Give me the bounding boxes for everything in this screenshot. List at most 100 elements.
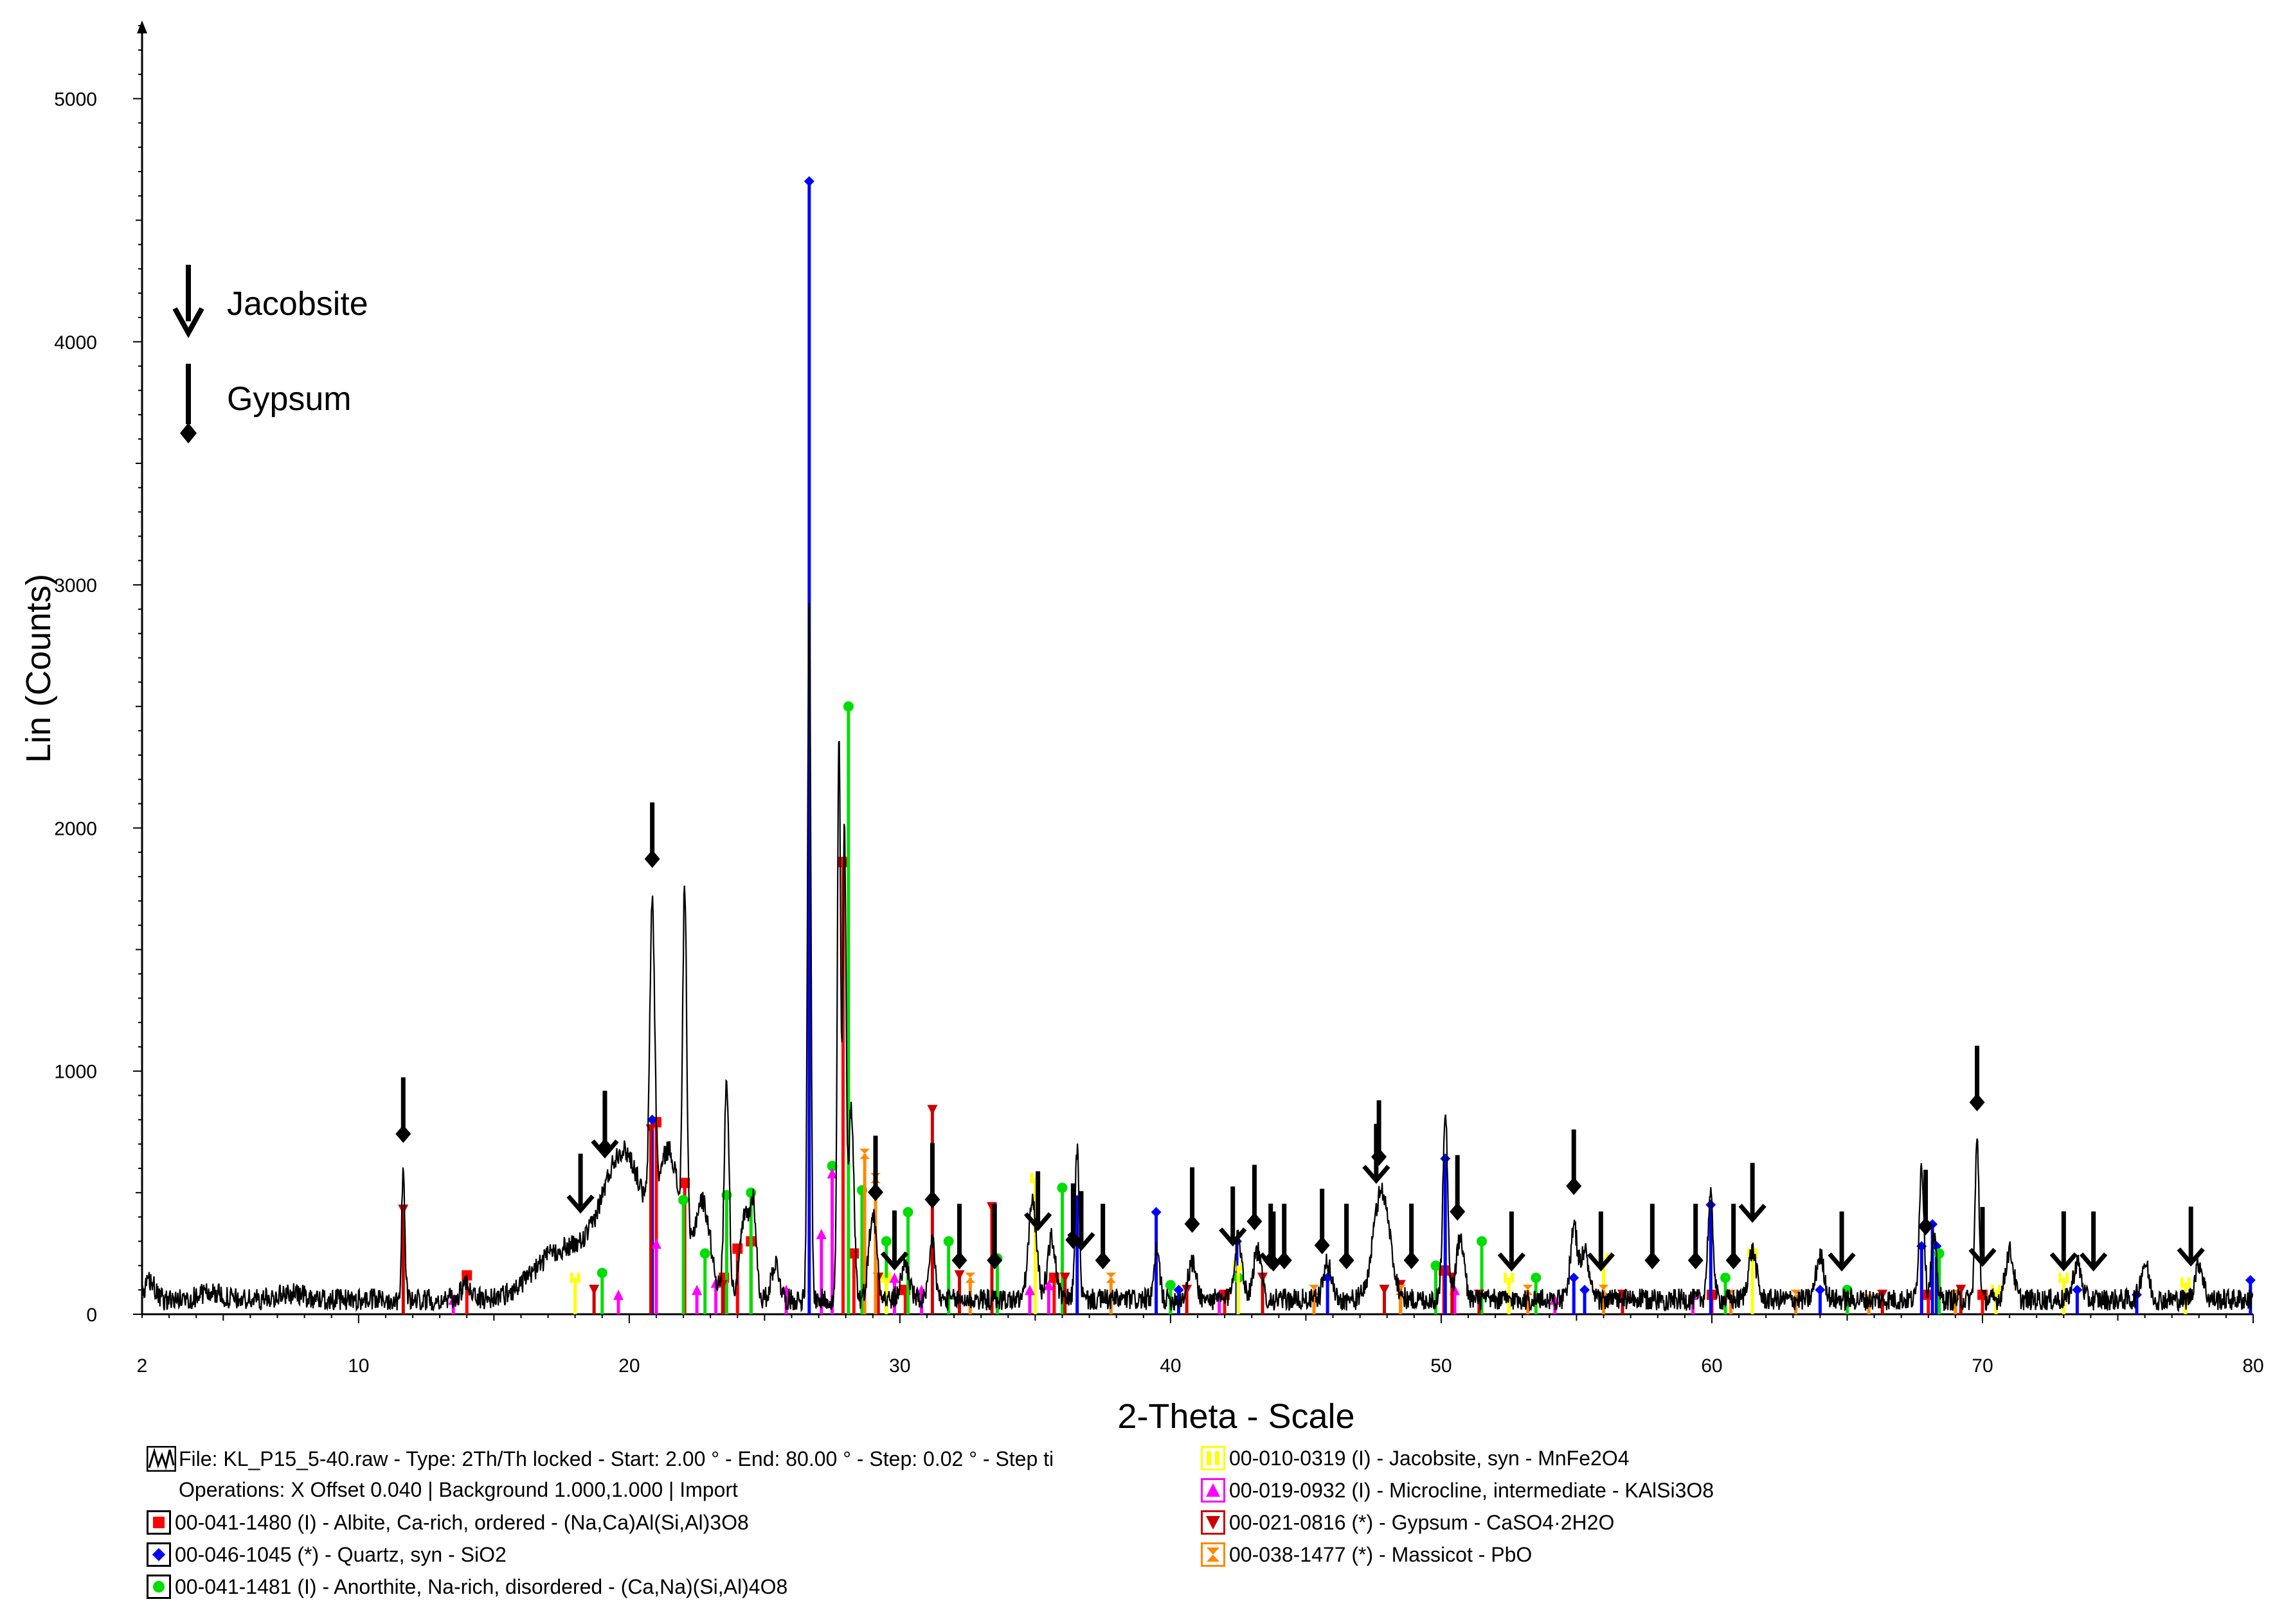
gypsum-diamond-icon	[597, 1091, 613, 1157]
anorthite-stick-symbol	[1165, 1280, 1176, 1290]
quartz-stick-symbol	[647, 1114, 658, 1125]
gypsum-diamond-icon	[395, 1077, 411, 1143]
microcline-stick-symbol	[1043, 1280, 1054, 1290]
gypsum-triangle-down-icon	[1201, 1510, 1225, 1535]
gypsum-stick-symbol	[398, 1204, 409, 1215]
quartz-diamond-icon	[147, 1542, 171, 1567]
jacobsite-arrow-icon	[2177, 1206, 2205, 1267]
anorthite-stick-symbol	[1430, 1260, 1441, 1271]
jacobsite-arrow-icon	[1828, 1211, 1856, 1272]
jacobsite-arrow-icon	[1219, 1186, 1247, 1247]
gypsum-diamond-icon	[1095, 1204, 1111, 1270]
gypsum-stick-symbol	[927, 1105, 938, 1116]
jacobsite-arrow-icon	[1968, 1207, 1997, 1267]
jacobsite-key-arrow-icon	[172, 265, 204, 339]
gypsum-key-diamond-icon	[180, 364, 197, 443]
gypsum-stick-symbol	[954, 1270, 965, 1281]
y-tick-label: 4000	[54, 332, 97, 353]
anorthite-stick-symbol	[678, 1195, 689, 1206]
anorthite-stick-symbol	[1531, 1272, 1542, 1283]
jacobsite-stick-symbol	[570, 1272, 580, 1283]
massicot-stick-symbol	[965, 1272, 976, 1283]
legend-operations-label: Operations: X Offset 0.040 | Background …	[179, 1478, 738, 1501]
pattern-line-icon	[146, 1445, 177, 1472]
gypsum-diamond-icon	[1065, 1183, 1081, 1249]
jacobsite-stick-symbol	[2058, 1272, 2069, 1283]
microcline-stick-symbol	[827, 1168, 838, 1179]
quartz-stick-symbol	[2245, 1275, 2256, 1286]
jacobsite-arrow-icon	[1738, 1163, 1767, 1223]
gypsum-diamond-icon	[644, 802, 660, 868]
jacobsite-arrow-icon	[1497, 1211, 1526, 1272]
x-tick-label: 30	[889, 1355, 910, 1377]
anorthite-circle-icon	[147, 1575, 171, 1599]
gypsum-diamond-icon	[1276, 1204, 1292, 1270]
quartz-stick-symbol	[1815, 1285, 1826, 1296]
massicot-hourglass-icon	[1201, 1542, 1225, 1567]
anorthite-stick-symbol	[1477, 1236, 1488, 1247]
gypsum-diamond-icon	[1566, 1129, 1582, 1195]
massicot-stick-symbol	[1598, 1285, 1609, 1296]
gypsum-stick-symbol	[1956, 1285, 1966, 1296]
gypsum-key-label: Gypsum	[227, 380, 352, 418]
quartz-stick-symbol	[1173, 1285, 1184, 1296]
gypsum-stick-symbol	[1059, 1272, 1070, 1283]
gypsum-diamond-icon	[951, 1204, 967, 1270]
albite-stick-symbol	[849, 1248, 859, 1259]
jacobsite-arrow-icon	[2049, 1211, 2078, 1272]
legend-massicot: 00-038-1477 (*) - Massicot - PbO	[1201, 1542, 1532, 1567]
x-tick-label: 80	[2242, 1355, 2263, 1377]
y-tick-label: 2000	[54, 818, 97, 839]
gypsum-diamond-icon	[987, 1204, 1003, 1270]
microcline-triangle-icon	[1201, 1478, 1225, 1503]
jacobsite-arrow-icon	[1587, 1211, 1615, 1272]
gypsum-stick-symbol	[589, 1285, 600, 1296]
anorthite-stick-symbol	[827, 1161, 838, 1172]
legend: File: KL_P15_5-40.raw - Type: 2Th/Th loc…	[146, 1445, 2236, 1613]
quartz-stick-symbol	[1151, 1207, 1162, 1218]
jacobsite-arrow-icon	[2079, 1211, 2108, 1272]
legend-jacobsite: 00-010-0319 (I) - Jacobsite, syn - MnFe2…	[1201, 1446, 1630, 1470]
pattern-line	[141, 602, 2254, 1313]
y-tick-label: 3000	[54, 575, 97, 596]
gypsum-diamond-icon	[1403, 1203, 1419, 1269]
x-tick-label: 60	[1701, 1355, 1722, 1377]
gypsum-diamond-icon	[1246, 1164, 1263, 1231]
jacobsite-stick-symbol	[881, 1272, 892, 1283]
anorthite-stick-symbol	[943, 1236, 954, 1247]
albite-stick-symbol	[732, 1243, 743, 1254]
gypsum-diamond-icon	[1687, 1204, 1704, 1270]
jacobsite-arrow-icon	[1023, 1171, 1052, 1231]
x-tick-label: 20	[618, 1355, 640, 1377]
anorthite-stick-symbol	[881, 1236, 892, 1247]
massicot-stick-symbol	[870, 1173, 881, 1184]
legend-quartz-label: 00-046-1045 (*) - Quartz, syn - SiO2	[175, 1542, 507, 1566]
legend-gypsum: 00-021-0816 (*) - Gypsum - CaSO4·2H2O	[1201, 1510, 1614, 1535]
jacobsite-arrow-icon	[566, 1154, 595, 1214]
legend-albite-label: 00-041-1480 (I) - Albite, Ca-rich, order…	[175, 1510, 749, 1534]
anorthite-stick-symbol	[843, 701, 854, 712]
diffraction-pattern	[141, 602, 2254, 1313]
phase-markers	[395, 802, 2205, 1272]
jacobsite-bars-icon	[1201, 1446, 1225, 1470]
gypsum-diamond-icon	[1969, 1046, 1985, 1112]
gypsum-diamond-icon	[867, 1136, 883, 1202]
microcline-stick-symbol	[889, 1272, 900, 1283]
quartz-stick-symbol	[1579, 1285, 1590, 1296]
microcline-stick-symbol	[692, 1285, 703, 1296]
jacobsite-stick-symbol	[1747, 1248, 1758, 1259]
legend-albite: 00-041-1480 (I) - Albite, Ca-rich, order…	[147, 1510, 749, 1535]
quartz-stick-symbol	[1440, 1153, 1451, 1164]
jacobsite-arrow-icon	[1362, 1123, 1390, 1184]
x-tick-label: 40	[1160, 1355, 1181, 1377]
y-tick-label: 5000	[54, 89, 97, 110]
y-ticks: 0 1000 2000 3000 4000 5000	[54, 25, 142, 1326]
x-tick-label: 10	[348, 1355, 369, 1377]
gypsum-diamond-icon	[1314, 1188, 1330, 1254]
gypsum-diamond-icon	[1725, 1204, 1741, 1270]
anorthite-stick-symbol	[699, 1248, 710, 1259]
jacobsite-stick-symbol	[1504, 1272, 1515, 1283]
y-axis	[137, 21, 147, 1314]
y-axis-title: Lin (Counts)	[19, 574, 58, 763]
massicot-stick-symbol	[1106, 1272, 1117, 1283]
